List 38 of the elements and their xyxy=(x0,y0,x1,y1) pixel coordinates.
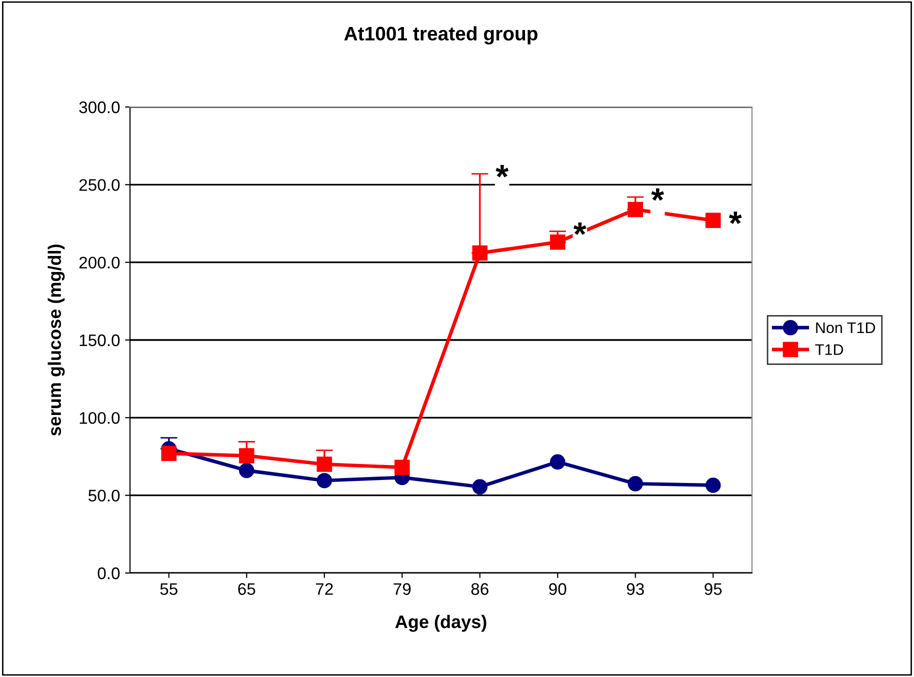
x-axis-title: Age (days) xyxy=(395,614,486,632)
annotation: * xyxy=(651,188,664,201)
point xyxy=(705,478,721,493)
point xyxy=(238,462,254,478)
x-tick-label: 93 xyxy=(626,583,644,595)
point xyxy=(161,446,177,462)
x-tick-label: 95 xyxy=(704,583,722,595)
y-tick-label: 300.0 xyxy=(79,101,120,114)
y-tick-label: 200.0 xyxy=(79,256,120,269)
annotation: * xyxy=(573,222,586,235)
y-tick-label: 100.0 xyxy=(80,412,120,424)
point xyxy=(316,456,332,472)
y-tick-label: 50.0 xyxy=(88,490,120,502)
x-tick-label: 90 xyxy=(549,583,566,595)
point xyxy=(705,212,721,228)
x-tick-label: 86 xyxy=(471,583,488,595)
x-tick-label: 65 xyxy=(238,583,256,595)
annotation: * xyxy=(496,165,509,178)
y-tick-label: 250.0 xyxy=(79,179,120,191)
point xyxy=(628,202,644,218)
annotation: * xyxy=(728,212,742,224)
x-tick-label: 79 xyxy=(394,583,411,595)
point xyxy=(628,476,644,492)
legend-label: Non T1D xyxy=(816,322,876,334)
point xyxy=(472,245,488,261)
y-axis-title: serum glucose (mg/dl) xyxy=(48,244,65,436)
point xyxy=(472,479,488,494)
x-tick-label: 72 xyxy=(316,583,333,595)
chart-title: At1001 treated group xyxy=(344,26,538,44)
point xyxy=(238,448,254,464)
point xyxy=(550,454,566,470)
y-tick-label: 0.0 xyxy=(98,567,120,580)
point xyxy=(316,472,332,488)
x-tick-label: 55 xyxy=(160,583,178,595)
point xyxy=(550,234,566,250)
point xyxy=(394,460,410,476)
legend-label: T1D xyxy=(815,344,844,355)
y-tick-label: 150.0 xyxy=(80,334,120,346)
